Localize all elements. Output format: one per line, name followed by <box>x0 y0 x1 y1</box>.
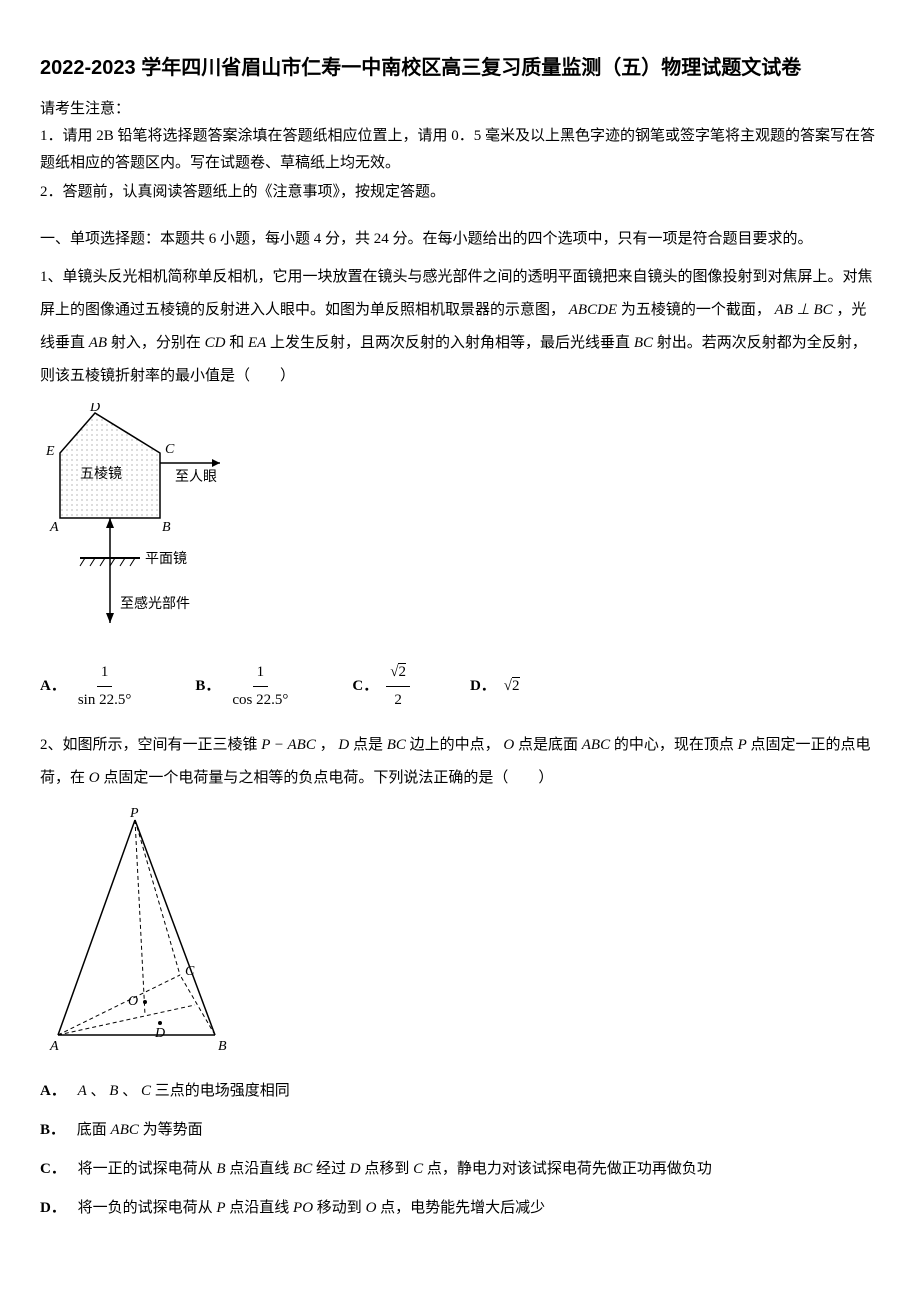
pentagon-figure: D E C A B 五棱镜 至人眼 平面镜 至感光部件 <box>40 403 880 644</box>
q2-c-p7: 点，静电力对该试探电荷先做正功再做负功 <box>427 1161 712 1177</box>
label-sensor: 至感光部件 <box>120 595 190 612</box>
option-b: B． 1 cos 22.5° <box>195 659 292 714</box>
notice-item-2: 2．答题前，认真阅读答题纸上的《注意事项》，按规定答题。 <box>40 179 880 206</box>
q2-b-post: 为等势面 <box>143 1122 203 1138</box>
opt-b-label: B． <box>195 673 220 700</box>
q2-c-p5: 点移到 <box>364 1161 413 1177</box>
q1-var-ea: EA <box>248 335 266 351</box>
q2-c-text: 将一正的试探电荷从 <box>78 1161 217 1177</box>
label-B: B <box>162 520 171 535</box>
q2-d-p5: 点，电势能先增大后减少 <box>380 1200 545 1216</box>
opt-c-label: C． <box>352 673 378 700</box>
q2-text-8: 点固定一个电荷量与之相等的负点电荷。下列说法正确的是（ ） <box>103 770 553 786</box>
opt-a-label: A． <box>40 673 66 700</box>
q2-b-text: 底面 <box>77 1122 111 1138</box>
q2-b-var: ABC <box>111 1122 139 1138</box>
q2-d-p2: PO <box>293 1200 313 1216</box>
q2-option-d: D． 将一负的试探电荷从 P 点沿直线 PO 移动到 O 点，电势能先增大后减少 <box>40 1195 880 1222</box>
label-D: D <box>89 403 100 415</box>
q2-var-d: D <box>338 737 349 753</box>
opt-c-bottom: 2 <box>390 687 406 714</box>
q2-c-p0: B <box>216 1161 225 1177</box>
q2-a-var2: B <box>109 1083 118 1099</box>
q1-var-abcde: ABCDE <box>569 302 617 318</box>
tetrahedron-svg: P A B C D O <box>40 805 240 1055</box>
question-2: 2、如图所示，空间有一正三棱锥 P − ABC ， D 点是 BC 边上的中点，… <box>40 729 880 795</box>
label-D2: D <box>154 1026 165 1041</box>
q2-a-mid2: 、 <box>122 1083 137 1099</box>
label-eye: 至人眼 <box>175 469 217 485</box>
opt-b-bottom: cos 22.5° <box>228 687 292 714</box>
q2-text-2: ， <box>320 737 335 753</box>
q2-c-p2: BC <box>293 1161 312 1177</box>
q2-text-6: 的中心，现在顶点 <box>614 737 738 753</box>
q2-text-4: 边上的中点， <box>410 737 500 753</box>
q2-text-1: 2、如图所示，空间有一正三棱锥 <box>40 737 261 753</box>
q2-c-p1: 点沿直线 <box>229 1161 293 1177</box>
opt-a-top: 1 <box>97 659 113 687</box>
label-E: E <box>45 444 55 459</box>
q2-d-p1: 点沿直线 <box>229 1200 293 1216</box>
q2-var-pabc: P − ABC <box>261 737 316 753</box>
notice-item-1: 1．请用 2B 铅笔将选择题答案涂填在答题纸相应位置上，请用 0．5 毫米及以上… <box>40 123 880 177</box>
label-O: O <box>128 994 138 1009</box>
label-B2: B <box>218 1039 227 1054</box>
tetrahedron-figure: P A B C D O <box>40 805 880 1066</box>
opt-d-label: D． <box>470 673 496 700</box>
q1-text-5: 和 <box>229 335 248 351</box>
q2-c-p3: 经过 <box>316 1161 350 1177</box>
q2-d-p3: 移动到 <box>317 1200 366 1216</box>
opt-b-top: 1 <box>253 659 269 687</box>
q2-a-var3: C <box>141 1083 151 1099</box>
q1-options: A． 1 sin 22.5° B． 1 cos 22.5° C． √2 2 D．… <box>40 659 880 714</box>
q1-text-2: 为五棱镜的一个截面， <box>621 302 771 318</box>
q2-var-bc2: BC <box>387 737 406 753</box>
q2-a-post: 三点的电场强度相同 <box>155 1083 290 1099</box>
pentagon-svg: D E C A B 五棱镜 至人眼 平面镜 至感光部件 <box>40 403 260 633</box>
option-d: D． √2 <box>470 673 520 700</box>
q2-var-abc: ABC <box>582 737 610 753</box>
opt-c-top: √2 <box>386 659 410 687</box>
q2-d-text: 将一负的试探电荷从 <box>78 1200 217 1216</box>
q2-option-b: B． 底面 ABC 为等势面 <box>40 1117 880 1144</box>
q2-b-label: B． <box>40 1122 65 1138</box>
q1-text-6: 上发生反射，且两次反射的入射角相等，最后光线垂直 <box>270 335 634 351</box>
exam-title: 2022-2023 学年四川省眉山市仁寿一中南校区高三复习质量监测（五）物理试题… <box>40 50 880 86</box>
q2-var-o: O <box>503 737 514 753</box>
q2-a-mid1: 、 <box>91 1083 106 1099</box>
label-prism: 五棱镜 <box>80 466 122 482</box>
label-C: C <box>165 442 175 457</box>
q2-d-p4: O <box>366 1200 377 1216</box>
question-1: 1、单镜头反光相机简称单反相机，它用一块放置在镜头与感光部件之间的透明平面镜把来… <box>40 261 880 393</box>
q1-var-cd: CD <box>205 335 226 351</box>
q2-c-p4: D <box>350 1161 361 1177</box>
q2-option-c: C． 将一正的试探电荷从 B 点沿直线 BC 经过 D 点移到 C 点，静电力对… <box>40 1156 880 1183</box>
q2-c-label: C． <box>40 1161 66 1177</box>
q2-var-p: P <box>738 737 747 753</box>
option-a: A． 1 sin 22.5° <box>40 659 135 714</box>
q2-a-var1: A <box>78 1083 87 1099</box>
label-C2: C <box>185 964 195 979</box>
label-mirror: 平面镜 <box>145 551 187 567</box>
q2-d-label: D． <box>40 1200 66 1216</box>
q2-text-3: 点是 <box>353 737 387 753</box>
q2-text-5: 点是底面 <box>518 737 582 753</box>
opt-a-bottom: sin 22.5° <box>74 687 136 714</box>
q2-option-a: A． A 、 B 、 C 三点的电场强度相同 <box>40 1078 880 1105</box>
section-header: 一、单项选择题：本题共 6 小题，每小题 4 分，共 24 分。在每小题给出的四… <box>40 226 880 253</box>
q1-var-ab: AB <box>89 335 107 351</box>
q1-text-4: 射入，分别在 <box>111 335 205 351</box>
option-c: C． √2 2 <box>352 659 410 714</box>
label-A: A <box>49 520 59 535</box>
q2-a-label: A． <box>40 1083 66 1099</box>
label-A2: A <box>49 1039 59 1054</box>
q1-var-abbc: AB ⊥ BC <box>775 302 833 318</box>
opt-d-value: √2 <box>504 673 520 700</box>
notice-label: 请考生注意： <box>40 96 880 123</box>
q1-var-bc: BC <box>634 335 653 351</box>
q2-var-o2: O <box>89 770 100 786</box>
label-P: P <box>129 806 139 821</box>
q2-c-p6: C <box>413 1161 423 1177</box>
q2-d-p0: P <box>216 1200 225 1216</box>
